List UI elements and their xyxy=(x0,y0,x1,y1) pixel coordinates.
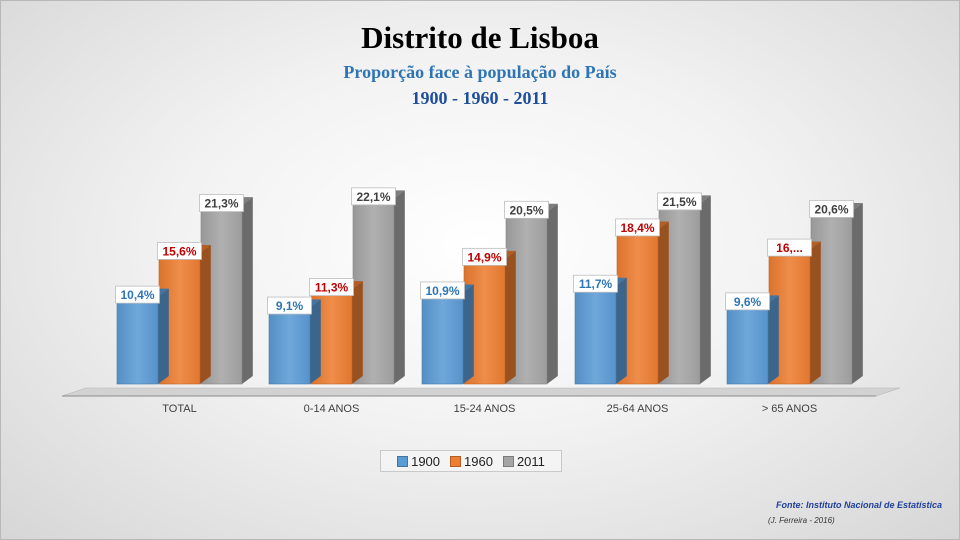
data-label-1960-3: 18,4% xyxy=(620,221,654,235)
bar-1900-4-side xyxy=(768,295,779,384)
bar-1960-3-side xyxy=(658,221,669,384)
data-label-box-1960-1 xyxy=(309,278,354,296)
chart-legend: 1900 1960 2011 xyxy=(380,450,562,472)
data-label-box-1900-4 xyxy=(725,292,770,311)
bar-2011-3-side xyxy=(700,195,711,384)
bar-1900-4 xyxy=(726,303,769,385)
bar-1900-1-side xyxy=(310,299,321,384)
bar-1900-0-side xyxy=(158,288,169,384)
legend-label-2011: 2011 xyxy=(516,453,545,469)
data-label-box-2011-2 xyxy=(504,200,549,219)
data-label-2011-4: 20,6% xyxy=(814,202,848,216)
data-label-1900-3: 11,7% xyxy=(579,277,613,291)
bar-1900-2 xyxy=(421,292,464,385)
category-label: 15-24 ANOS xyxy=(454,403,516,415)
data-label-box-1900-2 xyxy=(420,281,465,300)
author-credit: (J. Ferreira - 2016) xyxy=(768,516,835,525)
bar-1900-1 xyxy=(268,307,311,385)
category-label: 0-14 ANOS xyxy=(304,403,360,415)
data-label-box-1900-3 xyxy=(573,274,618,293)
data-label-box-1960-3 xyxy=(615,218,660,237)
legend-swatch-2011 xyxy=(502,455,514,467)
bar-2011-0-side xyxy=(242,197,253,384)
bar-1900-0 xyxy=(116,296,159,385)
source-note: Fonte: Instituto Nacional de Estatística xyxy=(775,500,942,510)
data-label-box-2011-0 xyxy=(199,194,244,212)
category-label: TOTAL xyxy=(162,403,196,415)
data-label-box-1960-4 xyxy=(767,238,812,257)
data-label-1900-4: 9,6% xyxy=(734,295,762,309)
chart-years: 1900 - 1960 - 2011 xyxy=(411,88,549,108)
data-label-box-2011-3 xyxy=(657,192,702,211)
bar-2011-1-side xyxy=(394,190,405,384)
legend-item-1960: 1960 xyxy=(450,454,493,469)
data-label-2011-3: 21,5% xyxy=(662,195,696,209)
bar-1960-1-side xyxy=(352,281,363,384)
chart-floor xyxy=(61,387,901,397)
bar-1900-3 xyxy=(574,285,617,385)
legend-item-2011: 2011 xyxy=(502,453,545,469)
data-label-box-2011-1 xyxy=(351,187,396,206)
data-label-1960-0: 15,6% xyxy=(162,244,196,258)
data-label-box-1900-0 xyxy=(115,285,160,304)
legend-swatch-1900 xyxy=(397,455,409,467)
bar-1900-2-side xyxy=(463,284,474,384)
category-label: > 65 ANOS xyxy=(762,403,817,415)
bar-1960-2-side xyxy=(505,250,516,384)
chart-title: Distrito de Lisboa xyxy=(361,20,599,55)
data-label-1960-4: 16,... xyxy=(776,241,803,255)
data-label-1900-2: 10,9% xyxy=(425,284,459,298)
data-label-2011-2: 20,5% xyxy=(509,203,543,217)
data-label-2011-0: 21,3% xyxy=(204,197,238,211)
legend-label-1900: 1900 xyxy=(411,453,441,469)
bar-2011-2-side xyxy=(547,203,558,384)
data-label-box-1900-1 xyxy=(267,296,312,315)
legend-item-1900: 1900 xyxy=(397,454,440,469)
data-label-1900-1: 9,1% xyxy=(276,299,304,313)
chart-subtitle: Proporção face à população do País xyxy=(343,62,617,82)
bar-1960-0-side xyxy=(200,244,211,384)
data-label-box-1960-2 xyxy=(462,247,507,266)
legend-swatch-1960 xyxy=(450,455,462,467)
category-label: 25-64 ANOS xyxy=(607,403,669,415)
data-label-1960-2: 14,9% xyxy=(467,250,501,264)
data-label-1960-1: 11,3% xyxy=(315,281,349,295)
legend-label-1960: 1960 xyxy=(464,453,493,469)
data-label-2011-1: 22,1% xyxy=(356,190,390,204)
data-label-1900-0: 10,4% xyxy=(120,288,154,302)
bar-2011-4-side xyxy=(852,202,863,384)
data-label-box-1960-0 xyxy=(157,242,202,260)
bar-1900-3-side xyxy=(616,277,627,384)
bar-1960-4-side xyxy=(810,241,821,384)
data-label-box-2011-4 xyxy=(809,200,854,218)
